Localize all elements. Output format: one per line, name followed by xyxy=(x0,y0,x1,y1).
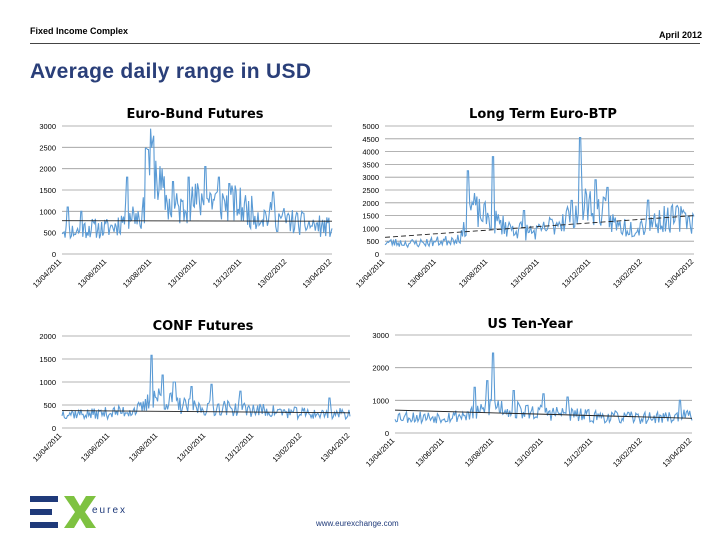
y-tick-label: 2500 xyxy=(39,143,56,152)
x-tick-label: 13/04/2012 xyxy=(661,436,694,469)
y-tick-label: 2000 xyxy=(39,332,56,341)
chart-title: Long Term Euro-BTP xyxy=(469,107,617,122)
page-title: Average daily range in USD xyxy=(30,60,312,83)
brand-name: eurex xyxy=(92,505,128,516)
y-tick-label: 500 xyxy=(43,229,56,238)
x-tick-label: 13/02/2012 xyxy=(611,436,644,469)
y-tick-label: 3000 xyxy=(372,331,389,340)
y-tick-label: 2000 xyxy=(362,199,379,208)
y-tick-label: 1000 xyxy=(372,396,389,405)
x-tick-label: 13/04/2011 xyxy=(364,436,397,469)
trend-line xyxy=(384,215,695,238)
x-tick-label: 13/12/2011 xyxy=(562,436,595,469)
series-line xyxy=(61,128,333,240)
chart-title: CONF Futures xyxy=(153,319,254,334)
y-tick-label: 1500 xyxy=(39,186,56,195)
trend-line xyxy=(394,409,693,419)
y-tick-label: 2000 xyxy=(39,165,56,174)
y-tick-label: 0 xyxy=(385,429,389,438)
header-divider xyxy=(30,43,700,44)
y-tick-label: 1500 xyxy=(39,355,56,364)
series-line xyxy=(61,354,351,421)
y-tick-label: 3000 xyxy=(39,122,56,131)
y-tick-label: 3000 xyxy=(362,173,379,182)
y-tick-label: 0 xyxy=(52,424,56,433)
footer-url[interactable]: www.eurexchange.com xyxy=(316,519,399,528)
y-tick-label: 5000 xyxy=(362,122,379,131)
y-tick-label: 500 xyxy=(366,237,379,246)
report-section-label: Fixed Income Complex xyxy=(30,26,129,36)
y-tick-label: 0 xyxy=(52,250,56,259)
x-tick-label: 13/06/2011 xyxy=(413,436,446,469)
y-tick-label: 4500 xyxy=(362,135,379,144)
series-line xyxy=(384,136,695,249)
y-tick-label: 1500 xyxy=(362,212,379,221)
x-tick-label: 13/10/2011 xyxy=(512,436,545,469)
eurex-logo xyxy=(30,496,96,528)
y-tick-label: 1000 xyxy=(362,224,379,233)
trend-line xyxy=(61,410,351,414)
chart-title: Euro-Bund Futures xyxy=(126,107,263,122)
series-line xyxy=(394,352,693,425)
y-tick-label: 500 xyxy=(43,401,56,410)
y-tick-label: 0 xyxy=(375,250,379,259)
y-tick-label: 2000 xyxy=(372,364,389,373)
y-tick-label: 1000 xyxy=(39,207,56,216)
y-tick-label: 2500 xyxy=(362,186,379,195)
chart-title: US Ten-Year xyxy=(487,317,573,332)
x-tick-label: 13/08/2011 xyxy=(463,436,496,469)
y-tick-label: 1000 xyxy=(39,378,56,387)
y-tick-label: 4000 xyxy=(362,148,379,157)
y-tick-label: 3500 xyxy=(362,160,379,169)
report-date: April 2012 xyxy=(658,30,702,40)
